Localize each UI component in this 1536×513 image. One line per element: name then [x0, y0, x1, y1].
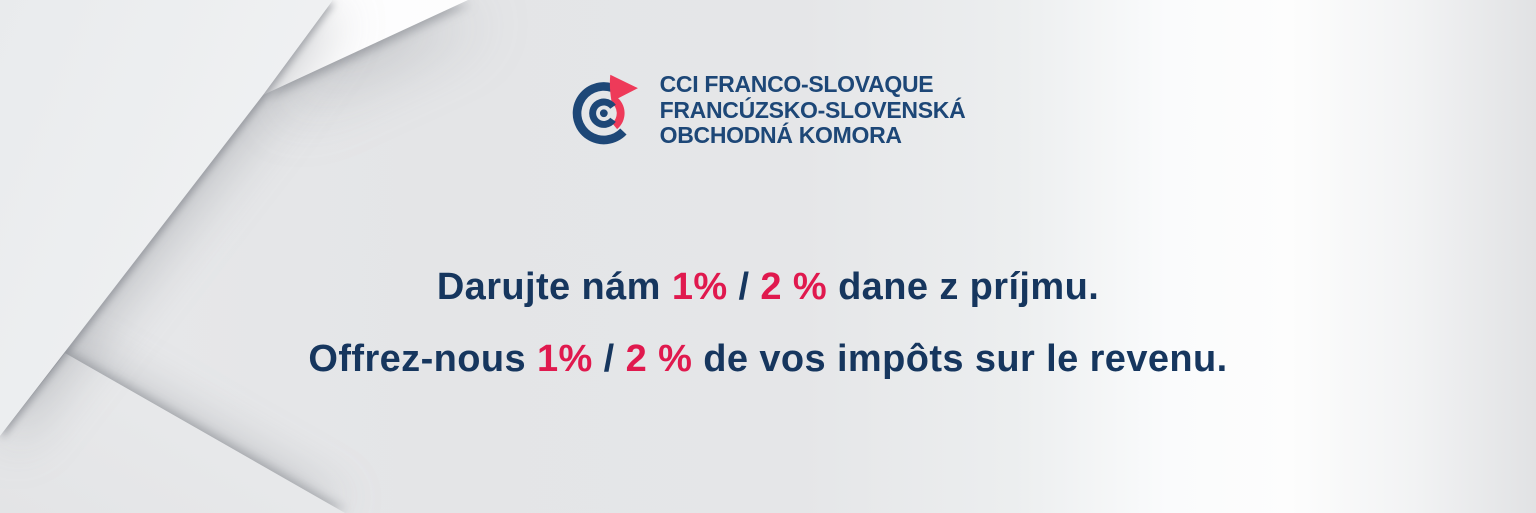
logo-wordmark: CCI FRANCO-SLOVAQUE FRANCÚZSKO-SLOVENSKÁ…: [660, 70, 966, 149]
headline-segment: Offrez-nous: [308, 338, 537, 380]
logo-red-apostrophe: [609, 74, 638, 102]
logo-text-line: CCI FRANCO-SLOVAQUE: [659, 71, 934, 97]
headline-segment-percent: 2 %: [760, 266, 828, 308]
logo-inner-c: [588, 98, 616, 128]
headline-segment: de vos impôts sur le revenu.: [692, 338, 1228, 380]
logo-text-line: FRANCÚZSKO-SLOVENSKÁ: [659, 96, 966, 123]
logo-outer-c: [572, 82, 627, 145]
headline-segment-percent: 1%: [536, 338, 593, 380]
headline-segment: /: [727, 266, 761, 308]
headline-french: Offrez-nous 1% / 2 % de vos impôts sur l…: [308, 323, 1227, 395]
cci-logo: CCI FRANCO-SLOVAQUE FRANCÚZSKO-SLOVENSKÁ…: [571, 70, 966, 153]
headline-segment: dane z príjmu.: [827, 266, 1100, 308]
headline-segment-percent: 1%: [671, 266, 728, 308]
headline-segment-percent: 2 %: [625, 338, 693, 380]
headline-segment: Darujte nám: [436, 266, 672, 308]
logo-center-dot: [599, 109, 608, 118]
cci-logo-mark-icon: [572, 74, 638, 145]
headline-segment: /: [592, 338, 626, 380]
logo-text-line: OBCHODNÁ KOMORA: [659, 122, 902, 148]
headline-block: Darujte nám 1% / 2 % dane z príjmu. Offr…: [308, 251, 1227, 395]
headline-slovak: Darujte nám 1% / 2 % dane z príjmu.: [308, 251, 1227, 323]
